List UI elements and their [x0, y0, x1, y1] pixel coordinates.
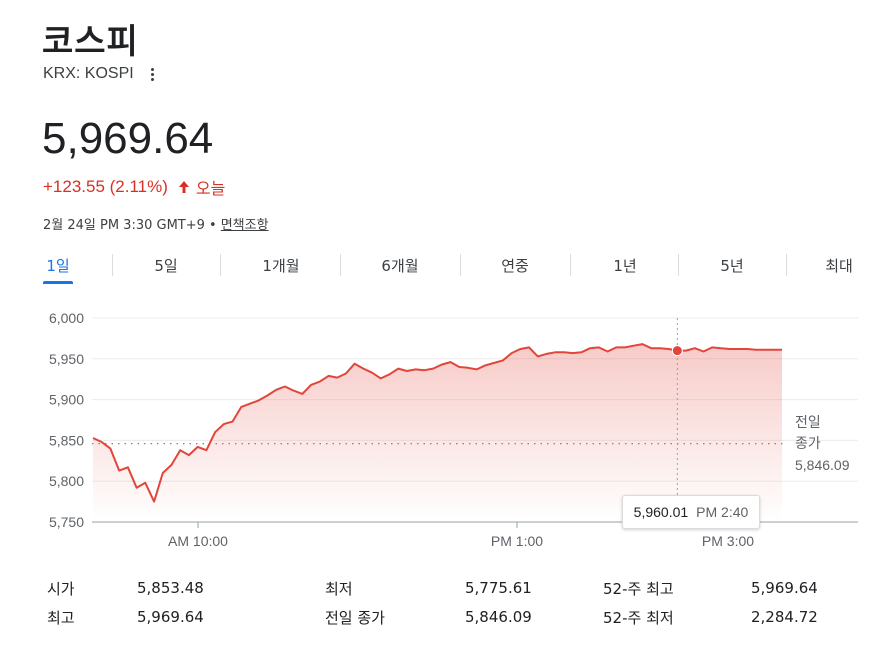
stat-prev-close-label: 전일 종가 [325, 608, 385, 627]
disclaimer-link[interactable]: 면책조항 [220, 218, 269, 233]
ticker-row: KRX: KOSPI [43, 64, 160, 84]
chart-tooltip: 5,960.01 PM 2:40 [622, 495, 760, 529]
tab-6m[interactable]: 6개월 [381, 256, 419, 275]
timestamp-row: 2월 24일 PM 3:30 GMT+9 • 면책조항 [43, 214, 269, 233]
stat-52w-low-label: 52-주 최저 [603, 608, 674, 627]
stat-open-value: 5,853.48 [137, 579, 204, 597]
tab-divider [570, 254, 571, 276]
tab-divider [786, 254, 787, 276]
tab-5y[interactable]: 5년 [720, 256, 744, 275]
current-price: 5,969.64 [42, 114, 214, 163]
stat-52w-low-value: 2,284.72 [751, 608, 818, 626]
stat-low-label: 최저 [325, 579, 353, 598]
y-tick-label: 5,950 [49, 351, 84, 367]
price-chart[interactable]: 6,000 5,950 5,900 5,850 5,800 5,750 AM 10:00 PM… [0, 300, 882, 560]
stat-high-label: 최고 [47, 608, 75, 627]
tooltip-value: 5,960.01 [633, 504, 689, 520]
hover-point [671, 345, 683, 357]
active-tab-indicator [43, 281, 73, 284]
y-tick-label: 5,800 [49, 473, 84, 489]
y-tick-label: 6,000 [49, 310, 84, 326]
y-tick-label: 5,900 [49, 392, 84, 408]
tab-1m[interactable]: 1개월 [262, 256, 300, 275]
tab-5d[interactable]: 5일 [154, 256, 178, 275]
previous-close-label-line2: 종가 [795, 436, 821, 452]
tab-max[interactable]: 최대 [825, 256, 853, 275]
x-tick-label: PM 3:00 [702, 533, 754, 549]
stat-prev-close-value: 5,846.09 [465, 608, 532, 626]
stat-open-label: 시가 [47, 579, 75, 598]
tab-divider [340, 254, 341, 276]
stat-high-value: 5,969.64 [137, 608, 204, 626]
tab-divider [220, 254, 221, 276]
price-change: +123.55 (2.11%) 오늘 [43, 175, 225, 199]
today-label: 오늘 [195, 179, 226, 198]
ticker-symbol: KRX: KOSPI [43, 65, 134, 82]
range-tabs: 1일 5일 1개월 6개월 연중 1년 5년 최대 [43, 250, 858, 286]
y-tick-label: 5,750 [49, 514, 84, 530]
change-value: +123.55 (2.11%) [43, 177, 168, 196]
x-tick-label: AM 10:00 [168, 533, 228, 549]
index-title: 코스피 [42, 22, 139, 62]
series-area [93, 344, 782, 522]
previous-close-label: 전일 종가 5,846.09 [795, 413, 850, 476]
tooltip-time: PM 2:40 [696, 504, 749, 520]
x-tick-label: PM 1:00 [491, 533, 543, 549]
stat-52w-high-value: 5,969.64 [751, 579, 818, 597]
stat-low-value: 5,775.61 [465, 579, 532, 597]
y-tick-label: 5,850 [49, 432, 84, 448]
previous-close-label-line1: 전일 [795, 415, 821, 431]
tab-divider [460, 254, 461, 276]
tab-1d[interactable]: 1일 [46, 256, 70, 275]
tab-1y[interactable]: 1년 [613, 256, 637, 275]
arrow-up-icon [178, 181, 189, 193]
series-line [92, 343, 782, 503]
tab-divider [112, 254, 113, 276]
more-options-icon[interactable] [146, 64, 160, 84]
chart-svg: 6,000 5,950 5,900 5,850 5,800 5,750 AM 10:00 PM… [49, 310, 858, 549]
tab-divider [678, 254, 679, 276]
tab-ytd[interactable]: 연중 [501, 256, 529, 275]
previous-close-value: 5,846.09 [795, 457, 850, 473]
stat-52w-high-label: 52-주 최고 [603, 579, 674, 598]
timestamp: 2월 24일 PM 3:30 GMT+9 • [43, 218, 217, 233]
